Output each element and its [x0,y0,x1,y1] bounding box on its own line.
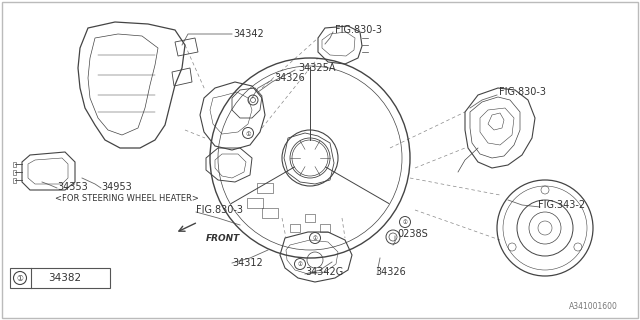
Text: FIG.830-3: FIG.830-3 [335,25,382,35]
Text: ①: ① [17,274,24,283]
Text: 34312: 34312 [232,258,263,268]
Text: ①: ① [403,220,408,225]
Text: 34326: 34326 [274,73,305,83]
Text: 34382: 34382 [49,273,81,283]
Text: 34342G: 34342G [305,267,343,277]
Text: FIG.830-3: FIG.830-3 [196,205,243,215]
Text: ①: ① [312,236,317,241]
Text: 34326: 34326 [375,267,406,277]
Bar [10,268,110,288]
Text: 34342: 34342 [233,29,264,39]
Text: 34325A: 34325A [298,63,335,73]
Text: FIG.830-3: FIG.830-3 [499,87,546,97]
Text: <FOR STEERING WHEEL HEATER>: <FOR STEERING WHEEL HEATER> [55,194,199,203]
Text: A341001600: A341001600 [569,302,618,311]
Text: FRONT: FRONT [206,234,240,243]
Text: 34353: 34353 [57,182,88,192]
Text: ①: ① [298,262,303,267]
Text: FIG.343-2: FIG.343-2 [538,200,585,210]
Text: ①: ① [245,132,251,137]
Text: 0238S: 0238S [397,229,428,239]
Text: 34953: 34953 [101,182,132,192]
